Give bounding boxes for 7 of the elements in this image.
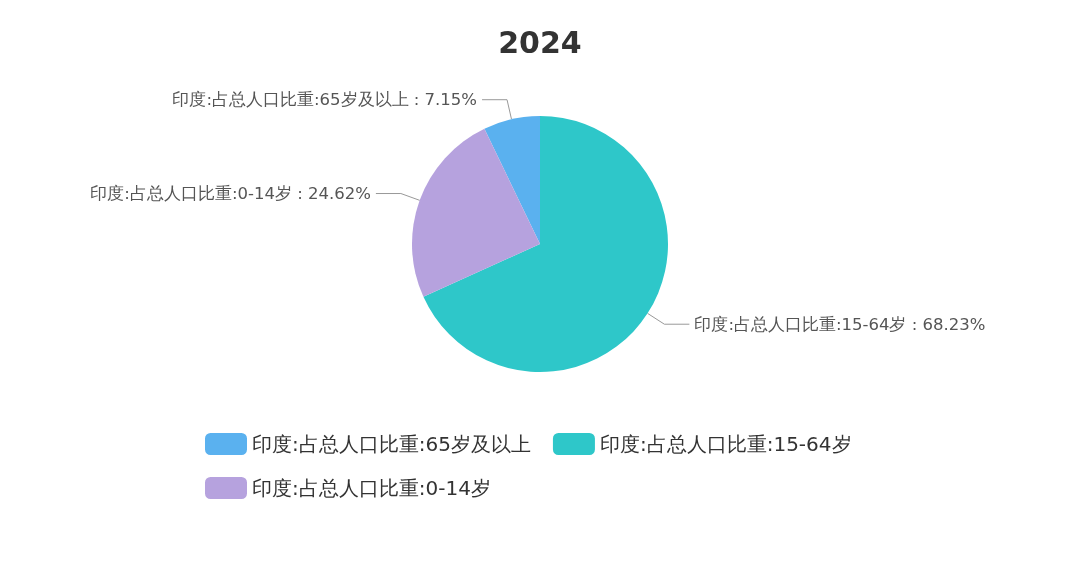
data-label: 印度:占总人口比重:0-14岁 : 24.62%	[90, 184, 371, 204]
data-label: 印度:占总人口比重:15-64岁 : 68.23%	[694, 314, 986, 334]
data-label: 印度:占总人口比重:65岁及以上 : 7.15%	[172, 90, 478, 110]
legend-label: 印度:占总人口比重:65岁及以上	[252, 432, 531, 456]
legend-label: 印度:占总人口比重:0-14岁	[252, 476, 491, 500]
chart-title: 2024	[498, 24, 582, 60]
legend-label: 印度:占总人口比重:15-64岁	[599, 432, 852, 456]
